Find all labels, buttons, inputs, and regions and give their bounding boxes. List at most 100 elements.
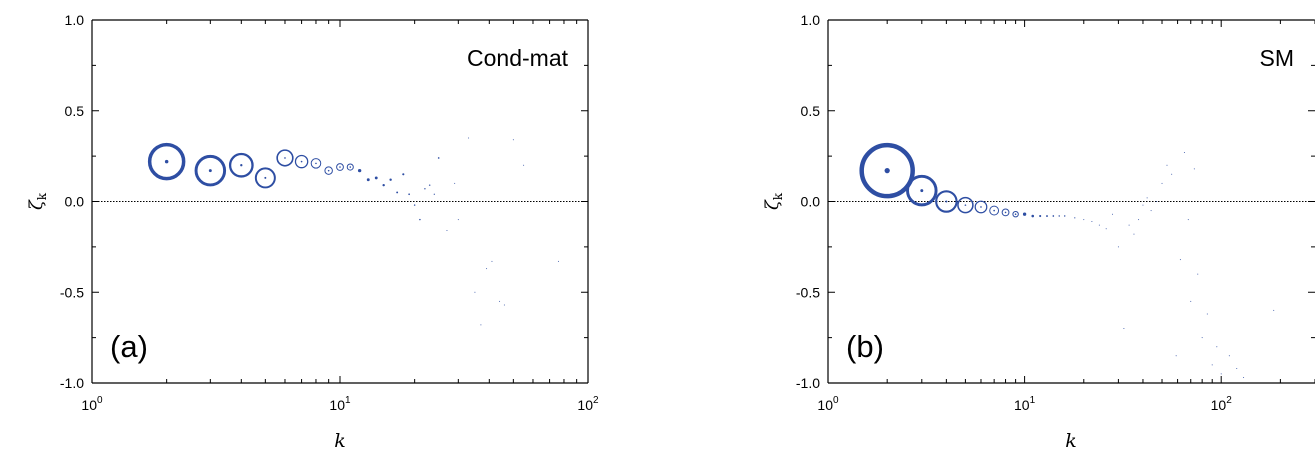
y-axis-label-symbol: ζ: [26, 199, 47, 210]
data-point: [468, 137, 470, 139]
data-point-circle: [957, 196, 974, 214]
data-point: [1112, 213, 1114, 215]
data-point: [366, 178, 370, 182]
data-point-center: [208, 169, 212, 173]
data-point-center: [1004, 211, 1007, 214]
data-point-center: [300, 160, 303, 163]
data-point: [1193, 168, 1195, 170]
data-point: [1058, 215, 1060, 217]
data-point: [396, 191, 399, 194]
x-axis-label: k: [334, 430, 346, 452]
y-tick-label: 0.5: [65, 103, 85, 119]
y-axis-label-symbol: ζ: [762, 199, 783, 210]
data-point: [1161, 182, 1163, 184]
data-point: [523, 164, 525, 166]
data-point-circle: [906, 174, 938, 207]
data-point: [419, 218, 421, 221]
data-point-circle: [310, 158, 322, 169]
data-point-center: [964, 204, 967, 206]
data-point: [1236, 367, 1238, 369]
data-point: [1138, 219, 1140, 221]
panel-label: (b): [846, 329, 884, 364]
x-tick-exponent: 0: [97, 395, 103, 406]
data-point: [1117, 246, 1119, 248]
data-point: [1211, 364, 1213, 366]
x-tick-base: 10: [81, 397, 97, 413]
data-point-center: [884, 168, 890, 174]
data-point: [1206, 313, 1208, 315]
data-point-center: [264, 176, 267, 179]
data-point-center: [920, 189, 924, 193]
data-point: [457, 219, 459, 221]
data-point-circle: [336, 163, 344, 171]
data-point: [408, 193, 410, 196]
data-point: [1166, 164, 1168, 166]
y-tick-label: 1.0: [801, 12, 821, 28]
x-tick-exponent: 0: [833, 395, 839, 406]
x-tick-label: 100: [817, 395, 839, 413]
data-point: [1171, 173, 1173, 175]
x-tick-label: 102: [577, 395, 599, 413]
data-point: [402, 173, 405, 176]
data-point-circle: [147, 142, 186, 181]
data-point-circle: [324, 166, 333, 175]
data-point: [1243, 377, 1245, 379]
data-point: [454, 182, 456, 184]
data-point: [1123, 328, 1125, 330]
x-axis-label: k: [1065, 430, 1077, 452]
data-point-circle: [254, 167, 276, 189]
data-point: [491, 260, 493, 262]
dataset-label: SM: [1260, 45, 1295, 71]
y-tick-label: 0.0: [65, 194, 85, 210]
data-point: [503, 304, 505, 306]
x-tick-label: 102: [1211, 395, 1233, 413]
x-tick-exponent: 1: [345, 395, 351, 406]
data-point: [1179, 259, 1181, 261]
data-point: [1175, 355, 1177, 357]
data-point: [1031, 214, 1035, 218]
data-point: [1150, 210, 1152, 212]
data-point: [413, 204, 416, 206]
data-point: [437, 157, 440, 159]
y-tick-label: -0.5: [60, 284, 84, 300]
data-point: [1190, 300, 1192, 302]
data-point: [1064, 215, 1066, 217]
data-point-circle: [859, 142, 915, 199]
data-point: [1083, 219, 1085, 221]
data-point-center: [240, 164, 243, 167]
data-point: [474, 291, 476, 293]
x-tick-exponent: 2: [593, 395, 599, 406]
y-axis-label-subscript: k: [771, 192, 785, 200]
panel-label: (a): [110, 329, 148, 364]
y-axis-label-subscript: k: [35, 192, 49, 200]
data-point: [1128, 224, 1130, 226]
data-point: [1052, 215, 1055, 217]
data-point: [446, 230, 448, 232]
y-tick-label: -0.5: [796, 284, 820, 300]
data-point: [557, 260, 559, 262]
data-point: [486, 268, 488, 270]
data-point-center: [164, 159, 169, 164]
data-point: [1156, 201, 1158, 202]
data-point: [1091, 220, 1093, 222]
y-tick-label: 1.0: [65, 12, 85, 28]
data-point-circle: [1001, 208, 1010, 217]
data-point: [1201, 337, 1203, 339]
data-point: [389, 178, 392, 181]
x-tick-base: 10: [329, 397, 345, 413]
dataset-label: Cond-mat: [467, 45, 569, 71]
data-point: [1133, 233, 1135, 235]
x-tick-base: 10: [817, 397, 833, 413]
data-point-center: [349, 166, 352, 168]
data-point-circle: [974, 200, 988, 214]
data-point-circle: [294, 154, 309, 169]
data-point: [1105, 228, 1107, 230]
data-point: [382, 183, 385, 187]
data-point: [374, 176, 378, 180]
data-point-center: [980, 206, 982, 208]
data-point: [512, 139, 514, 141]
data-point: [1142, 204, 1144, 206]
